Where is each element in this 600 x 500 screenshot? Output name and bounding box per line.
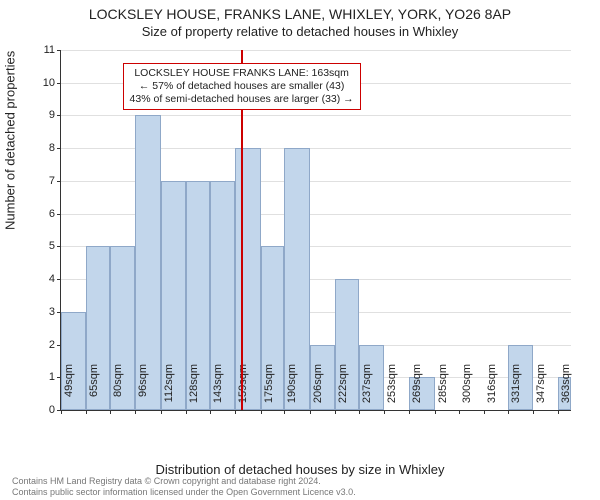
- xtick-mark: [110, 410, 111, 414]
- ytick-label: 8: [49, 142, 61, 154]
- xtick-mark: [186, 410, 187, 414]
- xtick-mark: [484, 410, 485, 414]
- annotation-line3: 43% of semi-detached houses are larger (…: [130, 93, 354, 106]
- y-axis-label: Number of detached properties: [3, 51, 18, 230]
- xtick-label: 65sqm: [88, 364, 100, 414]
- xtick-label: 96sqm: [137, 364, 149, 414]
- xtick-label: 222sqm: [337, 364, 349, 414]
- xtick-mark: [508, 410, 509, 414]
- ytick-label: 5: [49, 240, 61, 252]
- xtick-mark: [533, 410, 534, 414]
- xtick-label: 331sqm: [510, 364, 522, 414]
- xtick-mark: [261, 410, 262, 414]
- xtick-mark: [61, 410, 62, 414]
- x-axis-label: Distribution of detached houses by size …: [0, 462, 600, 477]
- footer-line2: Contains public sector information licen…: [12, 487, 356, 498]
- xtick-label: 128sqm: [188, 364, 200, 414]
- xtick-label: 269sqm: [411, 364, 423, 414]
- ytick-label: 10: [43, 77, 61, 89]
- xtick-mark: [359, 410, 360, 414]
- xtick-label: 175sqm: [263, 364, 275, 414]
- gridline: [61, 50, 571, 51]
- chart-title-line2: Size of property relative to detached ho…: [0, 24, 600, 39]
- ytick-label: 0: [49, 404, 61, 416]
- xtick-label: 112sqm: [163, 364, 175, 414]
- chart-title-line1: LOCKSLEY HOUSE, FRANKS LANE, WHIXLEY, YO…: [0, 6, 600, 22]
- ytick-label: 3: [49, 306, 61, 318]
- chart-container: { "title_line1": "LOCKSLEY HOUSE, FRANKS…: [0, 0, 600, 500]
- ytick-label: 11: [44, 44, 61, 56]
- xtick-mark: [384, 410, 385, 414]
- xtick-mark: [335, 410, 336, 414]
- footer-line1: Contains HM Land Registry data © Crown c…: [12, 476, 356, 487]
- annotation-line2: ← 57% of detached houses are smaller (43…: [130, 80, 354, 93]
- xtick-mark: [210, 410, 211, 414]
- ytick-label: 2: [49, 339, 61, 351]
- xtick-label: 237sqm: [361, 364, 373, 414]
- xtick-label: 363sqm: [560, 364, 572, 414]
- xtick-label: 190sqm: [286, 364, 298, 414]
- xtick-label: 80sqm: [112, 364, 124, 414]
- ytick-label: 7: [49, 175, 61, 187]
- xtick-label: 49sqm: [63, 364, 75, 414]
- xtick-label: 143sqm: [212, 364, 224, 414]
- xtick-label: 206sqm: [312, 364, 324, 414]
- plot-area: 0123456789101149sqm65sqm80sqm96sqm112sqm…: [60, 50, 571, 411]
- xtick-label: 300sqm: [461, 364, 473, 414]
- xtick-label: 159sqm: [237, 364, 249, 414]
- ytick-label: 1: [49, 371, 61, 383]
- xtick-mark: [161, 410, 162, 414]
- xtick-mark: [435, 410, 436, 414]
- annotation-box: LOCKSLEY HOUSE FRANKS LANE: 163sqm← 57% …: [123, 63, 361, 110]
- ytick-label: 9: [49, 109, 61, 121]
- ytick-label: 6: [49, 208, 61, 220]
- xtick-label: 347sqm: [535, 364, 547, 414]
- annotation-line1: LOCKSLEY HOUSE FRANKS LANE: 163sqm: [130, 67, 354, 80]
- xtick-label: 253sqm: [386, 364, 398, 414]
- xtick-label: 316sqm: [486, 364, 498, 414]
- xtick-mark: [459, 410, 460, 414]
- xtick-mark: [310, 410, 311, 414]
- footer-attribution: Contains HM Land Registry data © Crown c…: [12, 476, 356, 498]
- ytick-label: 4: [49, 273, 61, 285]
- xtick-label: 285sqm: [437, 364, 449, 414]
